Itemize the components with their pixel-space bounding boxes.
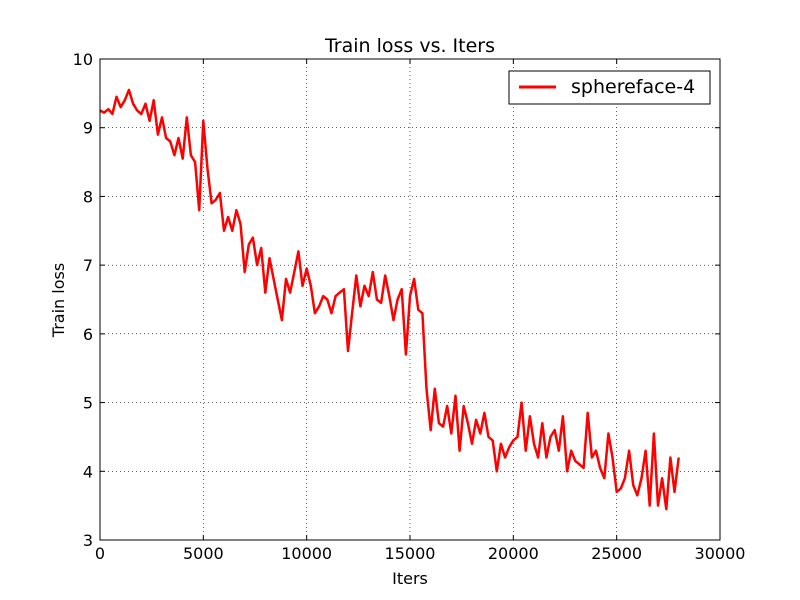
- x-axis-title: Iters: [392, 569, 428, 588]
- x-tick-label: 10000: [281, 544, 332, 563]
- chart-title: Train loss vs. Iters: [324, 35, 495, 57]
- legend: sphereface-4: [508, 70, 711, 105]
- y-tick-label: 3: [83, 531, 93, 550]
- x-tick-label: 25000: [591, 544, 642, 563]
- y-tick-label: 7: [83, 256, 93, 275]
- y-axis-title: Train loss: [49, 263, 68, 338]
- x-tick-label: 5000: [183, 544, 224, 563]
- y-tick-label: 5: [83, 394, 93, 413]
- legend-label-sphereface-4: sphereface-4: [571, 76, 695, 98]
- series-line-sphereface-4: [99, 88, 680, 511]
- series-layer: [99, 88, 680, 511]
- x-tick-label: 0: [95, 544, 105, 563]
- x-tick-label: 15000: [385, 544, 436, 563]
- tick-labels: 0 5000 10000 15000 20000 25000 30000 3 4 5 6 7 8 9 10: [73, 50, 746, 563]
- ticks: [99, 58, 721, 541]
- y-tick-label: 10: [73, 50, 93, 69]
- x-tick-label: 30000: [695, 544, 746, 563]
- y-tick-label: 6: [83, 325, 93, 344]
- y-tick-label: 4: [83, 462, 93, 481]
- y-tick-label: 9: [83, 119, 93, 138]
- y-tick-label: 8: [83, 187, 93, 206]
- x-tick-label: 20000: [488, 544, 539, 563]
